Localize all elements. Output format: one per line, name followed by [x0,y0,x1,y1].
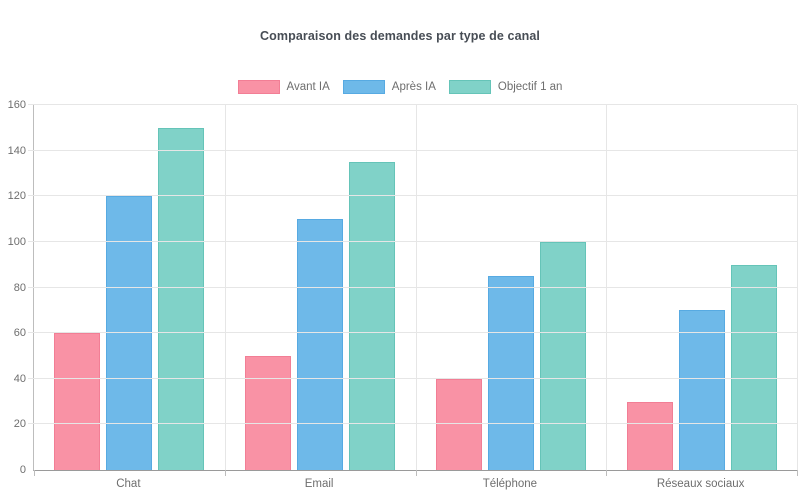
bar-group-t-l-phone [416,105,607,470]
bar[interactable] [539,241,586,470]
v-gridline [606,105,608,470]
bar[interactable] [487,276,534,470]
bar[interactable] [106,196,153,470]
y-tick-label: 100 [7,235,26,248]
bar-group-r-seaux-sociaux [606,105,797,470]
legend-item-apres-ia[interactable]: Après IA [342,80,436,94]
h-gridline [28,195,797,197]
y-tick-label: 0 [19,464,26,476]
x-axis-tick [34,470,35,476]
legend-swatch-avant-ia [237,80,280,94]
bar[interactable] [245,355,292,470]
h-gridline [28,240,797,242]
legend-label: Objectif 1 an [497,81,563,93]
h-gridline [28,104,797,105]
x-axis-tick [606,470,608,476]
y-tick-label: 160 [7,99,26,111]
x-axis-tick [224,470,226,476]
legend-swatch-apres-ia [342,80,385,94]
bar[interactable] [678,310,725,470]
bar-group-chat [34,105,225,470]
bar-group-email [225,105,416,470]
bar[interactable] [626,401,673,470]
legend-item-objectif-1-an[interactable]: Objectif 1 an [448,80,563,94]
v-gridline [224,105,226,470]
y-tick-label: 40 [13,372,26,385]
y-tick-label: 140 [7,144,26,157]
x-axis-tick [797,470,798,476]
legend-label: Après IA [391,81,436,93]
x-category-label: Réseaux sociaux [656,478,745,490]
bar[interactable] [730,264,777,470]
chart-title: Comparaison des demandes par type de can… [260,29,540,43]
y-axis: 0 20 40 60 80 100 120 140 160 [0,99,28,476]
x-category-label: Chat [116,478,141,490]
y-tick-label: 120 [7,190,26,203]
x-axis: Chat Email Téléphone Réseaux sociaux [33,478,796,490]
legend-label: Avant IA [286,81,330,93]
legend-swatch-objectif-1-an [448,80,491,94]
x-category-label: Email [304,478,334,490]
bar[interactable] [297,219,344,470]
y-tick-label: 80 [13,281,26,294]
h-gridline [28,332,797,334]
bar[interactable] [349,162,396,470]
plot-area [28,104,798,476]
v-gridline [415,105,417,470]
chart-legend: Avant IA Après IA Objectif 1 an [0,80,800,94]
h-gridline [28,377,797,379]
bar-groups [34,105,797,470]
h-gridline [28,149,797,151]
h-gridline [28,286,797,288]
bar[interactable] [158,127,205,470]
x-category-label: Téléphone [482,478,538,490]
legend-item-avant-ia[interactable]: Avant IA [237,80,330,94]
bar[interactable] [435,378,482,470]
x-axis-tick [415,470,417,476]
h-gridline [28,423,797,425]
y-tick-label: 60 [13,327,26,340]
bar[interactable] [54,333,101,470]
v-gridline [797,105,798,470]
y-tick-label: 20 [13,418,26,431]
